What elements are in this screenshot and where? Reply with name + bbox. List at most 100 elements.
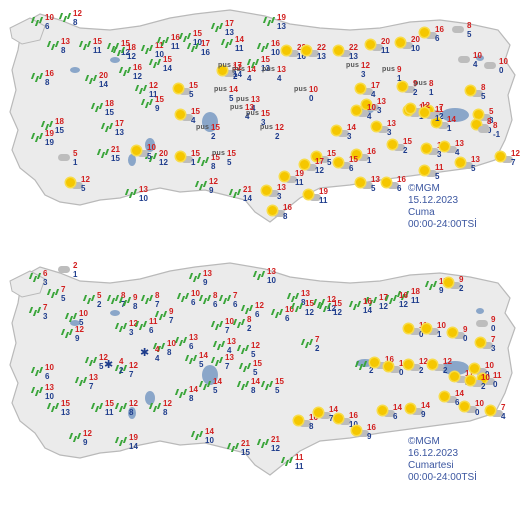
low-temp: 10 [205,436,214,445]
cloud-icon [411,108,423,115]
high-temp: 20 [99,71,108,80]
rain-icon [30,387,44,397]
high-temp: 9 [491,315,496,324]
high-temp: 7 [439,103,444,112]
low-temp: 0 [463,334,468,343]
rain-icon [148,59,162,69]
cloud-icon [425,170,437,177]
rain-icon [114,403,128,413]
cloud-icon [403,86,415,93]
sun-icon [428,360,437,369]
snow-icon: ✱ [104,359,114,371]
high-temp: 21 [243,185,252,194]
turkey-outline-map [9,262,516,476]
low-temp: 9 [421,410,426,419]
low-temp: 11 [235,44,244,53]
high-temp: 4 [119,357,124,366]
high-temp: 13 [45,383,54,392]
high-temp: 16 [363,297,372,306]
rain-icon [348,301,362,311]
low-temp: 0 [491,324,496,333]
sun-icon [372,122,381,131]
low-temp: 7 [169,316,174,325]
high-temp: 19 [129,433,138,442]
low-temp: 10 [193,39,202,47]
high-temp: 10 [499,57,508,66]
high-temp: 19 [45,129,54,138]
high-temp: 16 [367,423,376,432]
sun-icon [352,106,361,115]
fog-label: pus [260,124,274,131]
low-temp: 12 [121,48,130,57]
cloud-icon [58,266,70,273]
high-temp: 8 [467,21,472,30]
low-temp: 8 [211,162,216,171]
rain-icon [118,297,132,307]
low-temp: 8 [167,348,172,357]
high-temp: 19 [277,13,286,22]
high-temp: 8 [213,291,218,300]
low-temp: 15 [105,108,114,117]
high-temp: 16 [171,33,180,42]
low-temp: 5 [253,368,258,377]
sun-icon [268,206,277,215]
sun-icon [384,362,393,371]
high-temp: 18 [127,43,136,52]
low-temp: 6 [285,314,290,323]
low-temp: 9 [209,186,214,195]
fog-label: pus [346,62,360,69]
low-temp: 8 [61,46,66,55]
high-temp: 16 [397,175,406,184]
high-temp: 16 [45,69,54,78]
high-temp: 12 [81,175,90,184]
low-temp: 7 [225,362,230,371]
low-temp: 12 [133,72,142,81]
high-temp: 22 [297,43,306,52]
sun-icon [422,324,431,333]
high-temp: 15 [211,153,220,162]
low-temp: 5 [251,350,256,359]
low-temp: 14 [129,442,138,451]
low-temp: 9 [75,334,80,343]
high-temp: 11 [493,371,502,380]
rain-icon [198,295,212,305]
rain-icon [232,319,246,329]
sun-icon [174,84,183,93]
high-temp: 16 [385,355,394,364]
high-temp: 13 [455,139,464,148]
low-temp: 9 [203,278,208,287]
low-temp: 16 [201,48,210,57]
cloud-icon [465,406,477,413]
fog-label: pus [246,110,260,117]
low-temp: 8 [129,408,134,417]
forecast-map-day1: 1061281381511151211101812161115101713171… [0,0,524,253]
high-temp: 12 [399,360,408,368]
low-temp: 15 [55,126,64,135]
low-temp: 6 [189,342,194,351]
rain-icon [256,439,270,449]
cloud-icon [387,182,399,189]
rain-icon [30,367,44,377]
low-temp: 2 [419,366,424,375]
rain-icon [174,337,188,347]
high-temp: 13 [227,337,236,346]
sun-icon [334,46,343,55]
low-temp: 2 [443,366,448,375]
rain-icon [210,321,224,331]
high-temp: 5 [73,149,78,158]
low-temp: 14 [99,80,108,89]
low-temp: 12 [399,300,408,309]
high-temp: 13 [225,353,234,362]
high-temp: 8 [121,291,126,300]
rain-icon [30,133,44,143]
high-temp: 21 [111,145,120,154]
high-temp: 12 [419,104,428,112]
rain-icon [140,295,154,305]
high-temp: 14 [229,85,238,94]
sun-icon [466,376,475,385]
cloud-icon [339,50,351,57]
rain-icon [28,307,42,317]
low-temp: 14 [163,64,172,73]
sun-icon [176,152,185,161]
cloud-icon [179,88,191,95]
